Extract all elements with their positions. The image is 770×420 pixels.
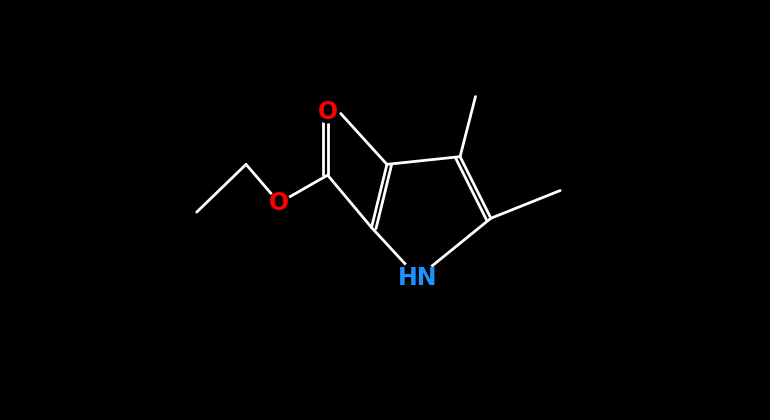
Text: HN: HN <box>398 265 437 289</box>
Text: O: O <box>317 100 338 124</box>
Text: O: O <box>269 191 290 215</box>
Circle shape <box>317 101 338 123</box>
Circle shape <box>401 260 434 294</box>
Circle shape <box>269 192 290 214</box>
